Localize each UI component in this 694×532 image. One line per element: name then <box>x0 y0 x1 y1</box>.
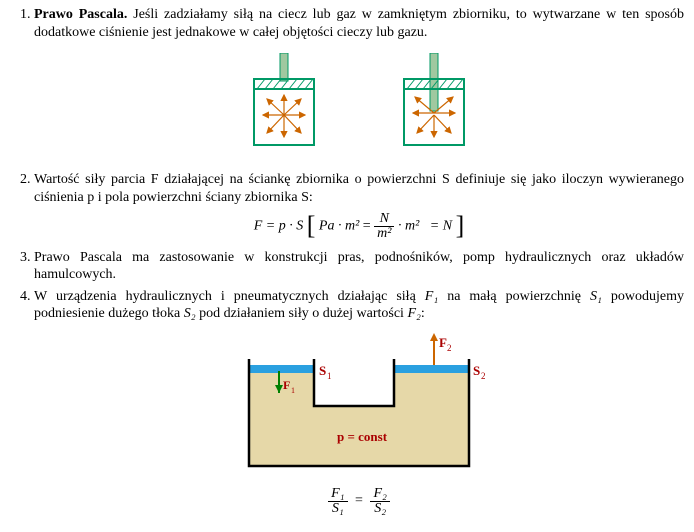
formula1-frac-num: N <box>374 212 394 227</box>
formula1-frac: N m² <box>374 212 394 241</box>
svg-text:2: 2 <box>447 343 452 353</box>
formula1-space <box>423 218 427 233</box>
list-item-1: Prawo Pascala. Jeśli zadziałamy siłą na … <box>34 6 684 153</box>
item2-text: Wartość siły parcia F działającej na ści… <box>34 172 684 205</box>
item4-text-e: : <box>421 306 425 321</box>
vessel-diagram-1 <box>239 53 329 153</box>
figure-row-1 <box>34 53 684 153</box>
label-s2: S <box>473 363 480 378</box>
vessel-diagram-2 <box>389 53 479 153</box>
item1-title: Prawo Pascala. <box>34 7 127 22</box>
formula2-f2: F₂ <box>370 487 389 502</box>
item4-f1: F₁ <box>425 289 438 304</box>
list-item-2: Wartość siły parcia F działającej na ści… <box>34 171 684 243</box>
formula1-m2: · m² <box>398 218 419 233</box>
label-s1: S <box>319 363 326 378</box>
formula1-eq1: = <box>363 218 374 233</box>
formula2-f1: F₁ <box>328 487 347 502</box>
ordered-list: Prawo Pascala. Jeśli zadziałamy siłą na … <box>10 6 684 516</box>
svg-text:1: 1 <box>327 371 332 381</box>
list-item-3: Prawo Pascala ma zastosowanie w konstruk… <box>34 249 684 284</box>
formula2-eq: = <box>351 493 367 508</box>
formula-2: F₁ S₁ = F₂ S₂ <box>34 487 684 516</box>
item1-text: Jeśli zadziałamy siłą na ciecz lub gaz w… <box>34 7 684 40</box>
item4-text-b: na małą powierzchnię <box>438 289 590 304</box>
bracket-close: ] <box>456 211 465 240</box>
page: Prawo Pascala. Jeśli zadziałamy siłą na … <box>0 0 694 532</box>
formula2-s1: S₁ <box>328 502 347 516</box>
svg-text:1: 1 <box>291 386 295 395</box>
list-item-4: W urządzenia hydraulicznych i pneumatycz… <box>34 288 684 516</box>
formula1-pa: Pa · m² <box>319 218 359 233</box>
formula1-eqn: = N <box>430 218 452 233</box>
formula1-frac-den: m² <box>374 227 394 241</box>
item4-f2: F₂ <box>407 306 420 321</box>
formula2-left: F₁ S₁ <box>328 487 347 516</box>
label-f2: F <box>439 335 447 350</box>
item4-s2: S₂ <box>184 306 196 321</box>
formula2-right: F₂ S₂ <box>370 487 389 516</box>
item4-text-a: W urządzenia hydraulicznych i pneumatycz… <box>34 289 425 304</box>
figure-2-wrap: S 1 S 2 F 1 F 2 p = const <box>34 331 684 481</box>
item4-text-d: pod działaniem siły o dużej wartości <box>196 306 408 321</box>
svg-text:2: 2 <box>481 371 486 381</box>
label-pconst: p = const <box>337 429 388 444</box>
label-f1: F <box>283 378 290 392</box>
formula-1: F = p · S [ Pa · m² = N m² · m² = N ] <box>34 210 684 243</box>
hydraulic-press-diagram: S 1 S 2 F 1 F 2 p = const <box>229 331 489 481</box>
item4-s1: S₁ <box>590 289 602 304</box>
bracket-open: [ <box>307 211 316 240</box>
formula2-s2: S₂ <box>370 502 389 516</box>
item3-text: Prawo Pascala ma zastosowanie w konstruk… <box>34 250 684 283</box>
formula1-lhs: F = p · S <box>254 218 304 233</box>
